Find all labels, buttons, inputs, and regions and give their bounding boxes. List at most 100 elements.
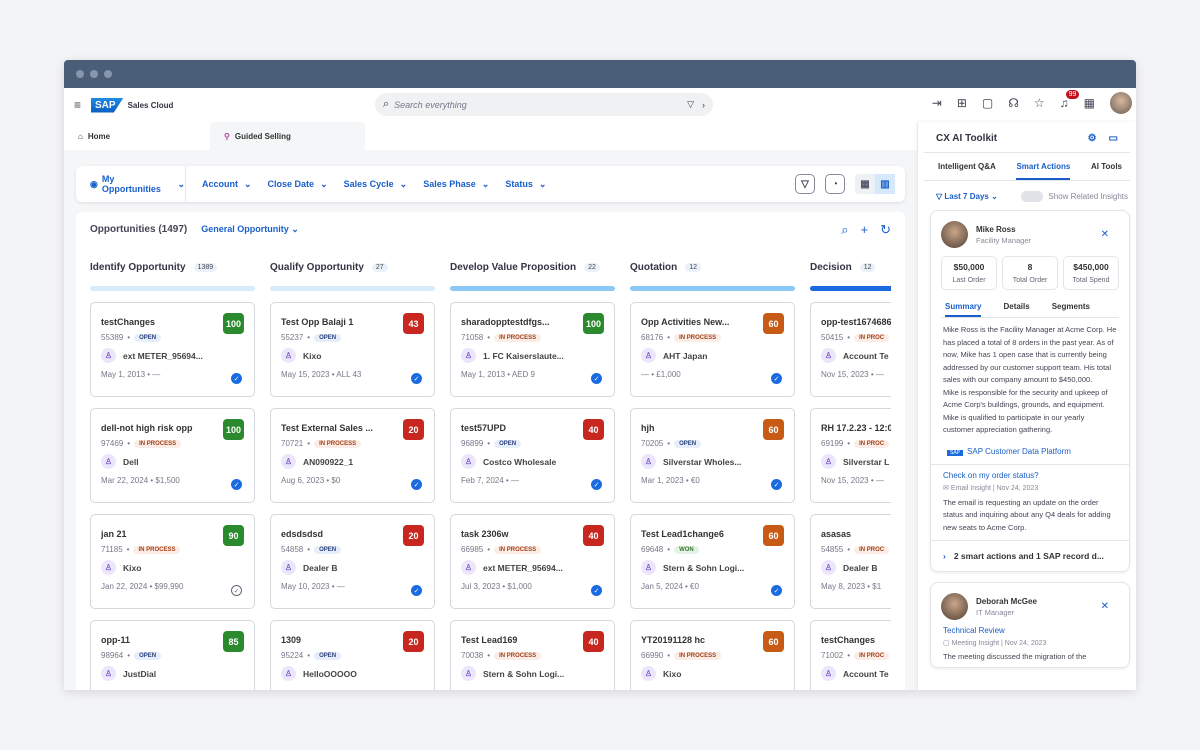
account-name[interactable]: Costco Wholesale — [483, 456, 557, 467]
opportunity-card[interactable]: Test Opp Balaji 1 43 55237 • OPEN ♙ Kixo May 15… — [270, 302, 435, 397]
account-name[interactable]: ext METER_95694... — [483, 562, 563, 573]
account-icon: ♙ — [461, 454, 476, 469]
opportunity-card[interactable]: Test External Sales ... 20 70721 • IN PROCES… — [270, 408, 435, 503]
opportunity-card[interactable]: hjh 60 70205 • OPEN ♙ Silverstar Wholes... Mar … — [630, 408, 795, 503]
close-icon[interactable]: ✕ — [1100, 229, 1109, 240]
tab-segments[interactable]: Segments — [1051, 302, 1090, 311]
tab-summary[interactable]: Summary — [945, 298, 982, 317]
close-icon[interactable]: ✕ — [1100, 601, 1109, 612]
account-name[interactable]: Dell — [123, 456, 139, 467]
filter-close-date-dropdown[interactable]: Close Date ⌄ — [268, 179, 328, 190]
filter-icon[interactable]: ▽ — [687, 99, 694, 109]
account-name[interactable]: AN090922_1 — [303, 456, 354, 467]
account-icon: ♙ — [821, 666, 836, 681]
account-name[interactable]: HelloOOOOO — [303, 668, 357, 679]
account-icon: ♙ — [461, 560, 476, 575]
opportunity-card[interactable]: testChanges 71002 • IN PROC ♙ Account Te — [810, 620, 891, 690]
settings-icon[interactable]: ⚙ — [1087, 133, 1097, 144]
add-icon[interactable]: + — [860, 222, 869, 237]
minimize-icon[interactable]: ▭ — [1108, 133, 1118, 144]
tab-details[interactable]: Details — [1003, 302, 1030, 311]
insight-question-link[interactable]: Check on my order status? — [943, 470, 1039, 480]
opportunity-card[interactable]: Test Lead169 40 70038 • IN PROCESS ♙ Stern & S… — [450, 620, 615, 690]
opportunity-card[interactable]: testChanges 100 55389 • OPEN ♙ ext METER_95694… — [90, 302, 255, 397]
account-name[interactable]: Kixo — [123, 562, 142, 573]
account-name[interactable]: Dealer B — [843, 562, 878, 573]
filter-account-dropdown[interactable]: Account ⌄ — [202, 179, 252, 190]
date-filter-dropdown[interactable]: ▽ Last 7 Days ⌄ — [936, 192, 998, 201]
tab-intelligent-qa[interactable]: Intelligent Q&A — [938, 162, 996, 171]
tab-home[interactable]: ⌂ Home — [64, 122, 210, 150]
star-icon[interactable]: ☆ — [1033, 96, 1045, 110]
headset-icon[interactable]: ☊ — [1008, 96, 1019, 110]
search-input[interactable]: ⌕ Search everything ▽ › — [375, 93, 713, 116]
opportunity-type-dropdown[interactable]: General Opportunity ⌄ — [201, 224, 299, 234]
chart-button[interactable]: ◔ — [825, 174, 845, 194]
grid-icon[interactable]: ▦ — [1083, 96, 1095, 110]
tab-guided-selling[interactable]: ⚲ Guided Selling — [210, 122, 365, 150]
refresh-icon[interactable]: ↻ — [880, 222, 891, 237]
tab-ai-tools[interactable]: AI Tools — [1091, 162, 1122, 171]
account-name[interactable]: Stern & Sohn Logi... — [483, 668, 565, 679]
opportunity-card[interactable]: edsdsdsd 20 54858 • OPEN ♙ Dealer B May 10, 202… — [270, 514, 435, 609]
smart-actions-expander[interactable]: › 2 smart actions and 1 SAP record d... — [931, 540, 1129, 571]
account-name[interactable]: Stern & Sohn Logi... — [663, 562, 745, 573]
opportunity-card[interactable]: jan 21 90 71185 • IN PROCESS ♙ Kixo Jan 22, 202… — [90, 514, 255, 609]
account-name[interactable]: Account Te — [843, 668, 889, 679]
window-dot[interactable] — [90, 70, 98, 78]
account-name[interactable]: JustDial — [123, 668, 157, 679]
opportunity-card[interactable]: opp-11 85 98964 • OPEN ♙ JustDial — [90, 620, 255, 690]
insight-question-link[interactable]: Technical Review — [943, 626, 1005, 635]
filter-status-dropdown[interactable]: Status ⌄ — [505, 179, 546, 190]
opportunity-card[interactable]: asasas 54855 • IN PROC ♙ Dealer B May 8, 2023 … — [810, 514, 891, 609]
opportunity-card[interactable]: RH 17.2.23 - 12:0 69199 • IN PROC ♙ Silversta… — [810, 408, 891, 503]
opportunity-card[interactable]: YT20191128 hc 60 66990 • IN PROCESS ♙ Kixo — [630, 620, 795, 690]
account-name[interactable]: Kixo — [663, 668, 682, 679]
filter-sales-cycle-dropdown[interactable]: Sales Cycle ⌄ — [344, 179, 408, 190]
opportunity-card[interactable]: sharadopptestdfgs... 100 71058 • IN PROCESS ♙… — [450, 302, 615, 397]
stat-value: 8 — [1027, 262, 1033, 272]
close-date-value: May 1, 2013 • — — [101, 370, 161, 379]
account-name[interactable]: Kixo — [303, 350, 322, 361]
related-insights-toggle[interactable]: Show Related Insights — [1021, 191, 1128, 202]
column-count: 1389 — [193, 262, 218, 272]
column-title: Quotation — [630, 261, 678, 273]
dropdown-label: Status — [505, 178, 533, 189]
account-name[interactable]: Silverstar L — [843, 456, 890, 467]
my-opportunities-dropdown[interactable]: ◉ My Opportunities ⌄ — [76, 166, 186, 202]
account-name[interactable]: ext METER_95694... — [123, 350, 203, 361]
avatar — [941, 221, 968, 248]
account-name[interactable]: 1. FC Kaiserslaute... — [483, 350, 564, 361]
window-dot[interactable] — [76, 70, 84, 78]
opportunity-card[interactable]: 1309 20 95224 • OPEN ♙ HelloOOOOO — [270, 620, 435, 690]
sap-logo: SAP — [91, 97, 124, 113]
filter-button[interactable]: ▽ — [795, 174, 815, 194]
user-avatar[interactable] — [1110, 92, 1132, 114]
search-icon[interactable]: ⌕ — [841, 222, 849, 237]
opportunity-card[interactable]: dell-not high risk opp 100 97469 • IN PROCES… — [90, 408, 255, 503]
opportunity-card[interactable]: test57UPD 40 96899 • OPEN ♙ Costco Wholesale Fe… — [450, 408, 615, 503]
bell-icon[interactable]: ♫ 99 — [1060, 90, 1080, 110]
cdp-link[interactable]: SAP SAP Customer Data Platform — [941, 443, 1119, 464]
opportunity-card[interactable]: Opp Activities New... 60 68176 • IN PROCESS ♙… — [630, 302, 795, 397]
toggle-switch[interactable] — [1021, 191, 1044, 202]
chat-icon[interactable]: ▢ — [981, 96, 994, 110]
opportunity-card[interactable]: Test Lead1change6 60 69648 • WON ♙ Stern & Soh… — [630, 514, 795, 609]
menu-icon[interactable]: ≡ — [74, 98, 82, 112]
filter-sales-phase-dropdown[interactable]: Sales Phase ⌄ — [423, 179, 489, 190]
chevron-right-icon[interactable]: › — [702, 99, 705, 110]
search-placeholder: Search everything — [394, 99, 467, 110]
account-name[interactable]: Account Te — [843, 350, 889, 361]
export-icon[interactable]: ⇥ — [931, 96, 942, 110]
opportunity-card[interactable]: opp-test1674686 50415 • IN PROC ♙ Account Te N… — [810, 302, 891, 397]
apps-icon[interactable]: ⊞ — [956, 96, 967, 110]
account-name[interactable]: Silverstar Wholes... — [663, 456, 742, 467]
table-view-button[interactable]: ▦ — [860, 178, 870, 190]
opportunity-card[interactable]: task 2306w 40 66985 • IN PROCESS ♙ ext METER_9… — [450, 514, 615, 609]
tab-smart-actions[interactable]: Smart Actions — [1016, 153, 1071, 180]
account-name[interactable]: AHT Japan — [663, 350, 708, 361]
score-badge: 90 — [223, 525, 244, 546]
account-name[interactable]: Dealer B — [303, 562, 338, 573]
kanban-view-button[interactable]: ▥ — [875, 174, 895, 194]
window-dot[interactable] — [104, 70, 112, 78]
